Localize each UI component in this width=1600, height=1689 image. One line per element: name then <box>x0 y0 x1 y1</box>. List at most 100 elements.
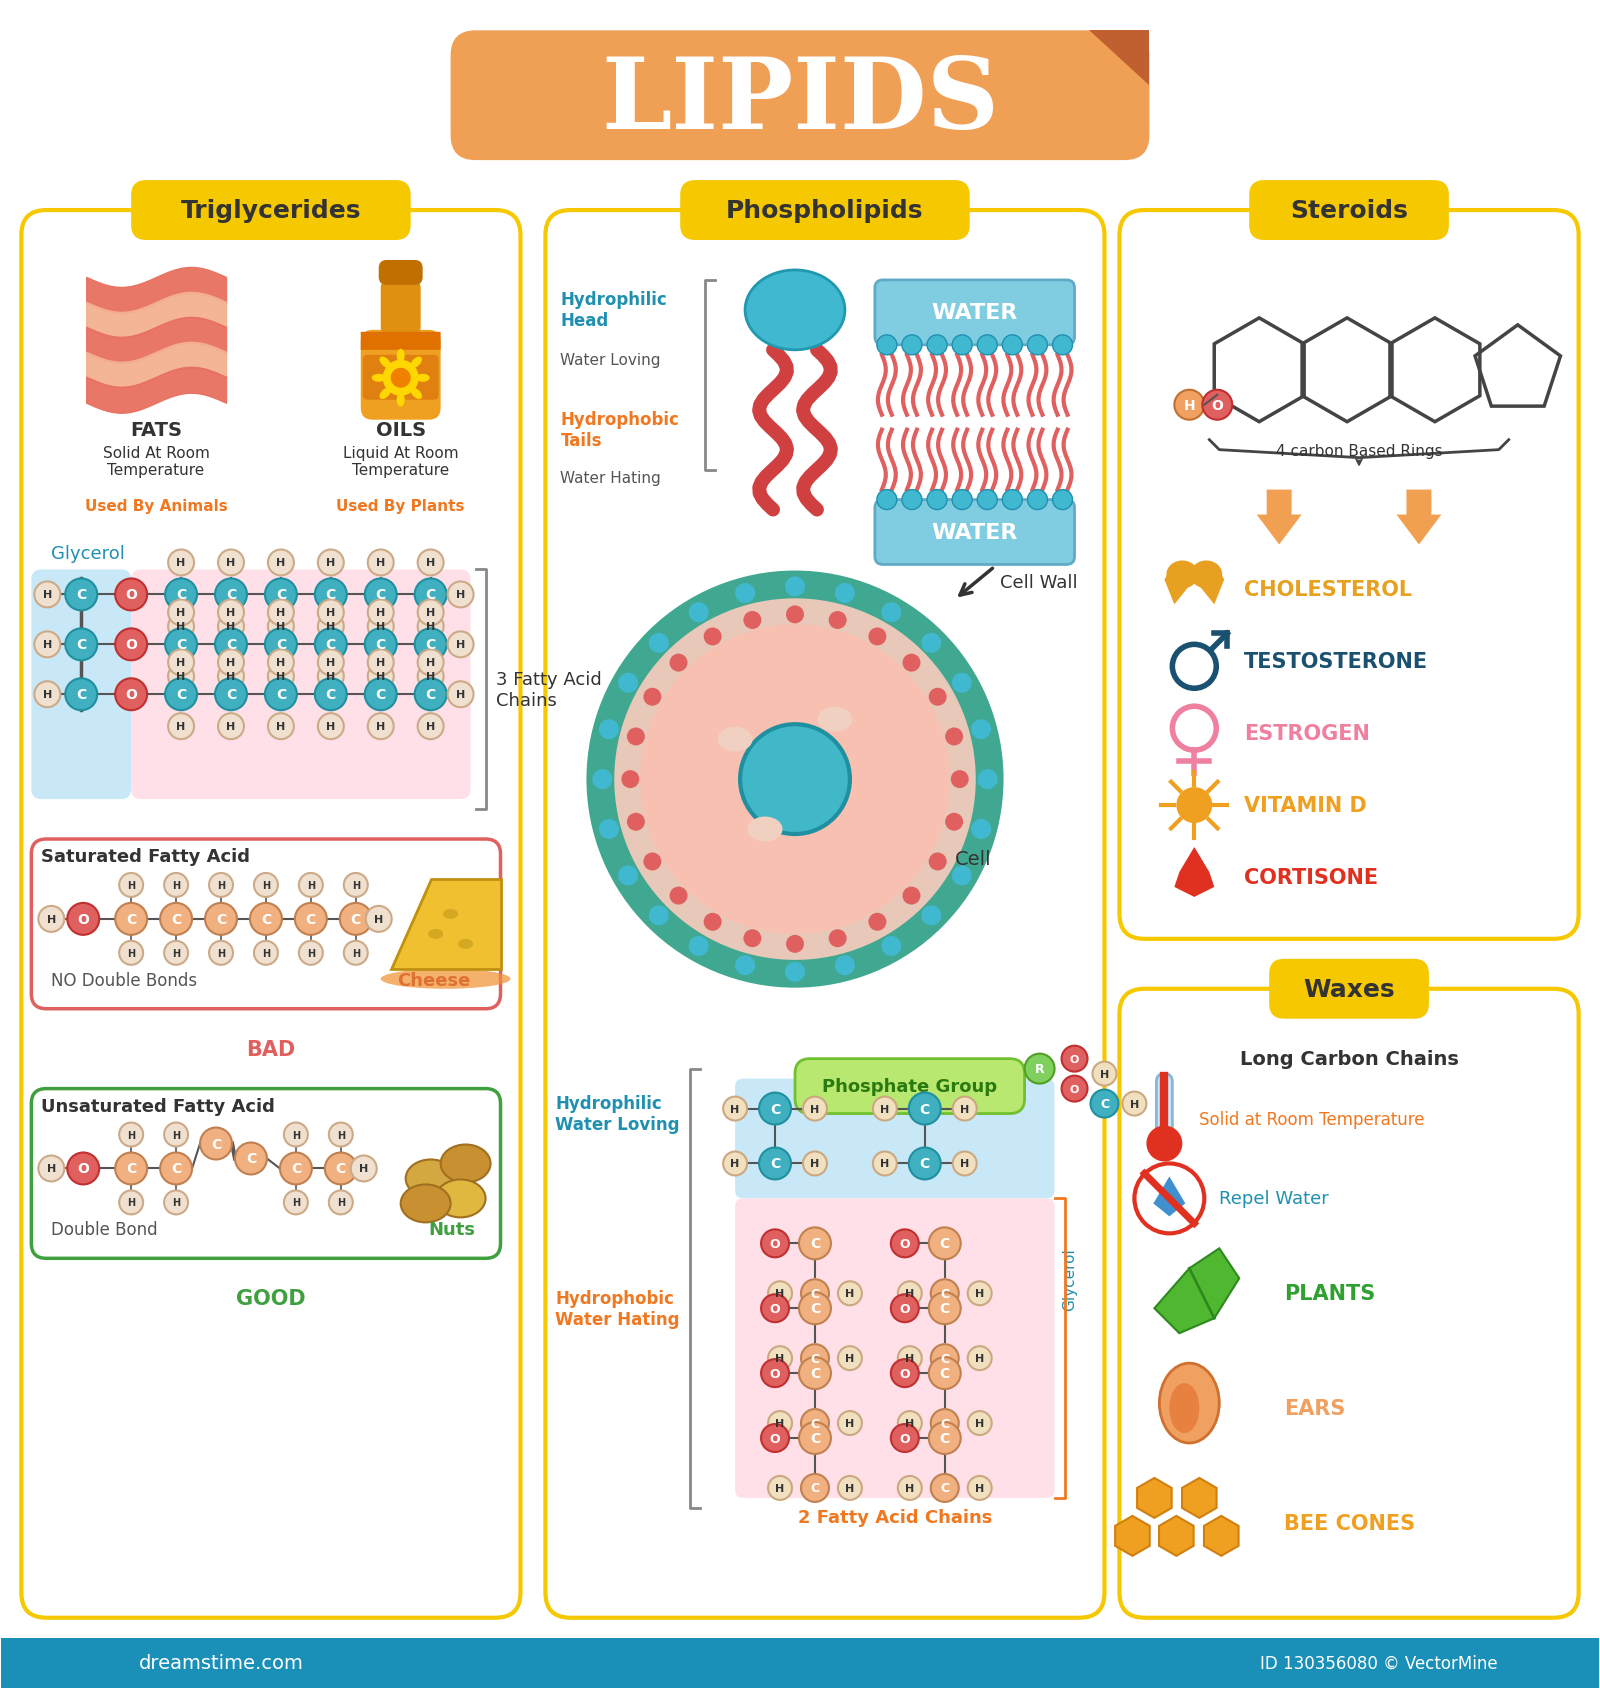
Circle shape <box>365 679 397 711</box>
Text: Double Bond: Double Bond <box>51 1221 158 1238</box>
Circle shape <box>325 1154 357 1184</box>
Circle shape <box>1053 336 1072 356</box>
FancyArrow shape <box>1256 490 1302 546</box>
Circle shape <box>448 583 474 608</box>
Circle shape <box>115 679 147 711</box>
Circle shape <box>330 1191 352 1214</box>
Circle shape <box>118 1123 142 1147</box>
Text: GOOD: GOOD <box>237 1289 306 1309</box>
Circle shape <box>368 551 394 576</box>
FancyBboxPatch shape <box>546 211 1104 1618</box>
Text: H: H <box>426 608 435 618</box>
Circle shape <box>835 956 854 976</box>
Circle shape <box>254 873 278 897</box>
Circle shape <box>1134 1164 1205 1233</box>
Circle shape <box>368 664 394 689</box>
Circle shape <box>214 679 246 711</box>
Circle shape <box>165 1123 189 1147</box>
Circle shape <box>1027 336 1048 356</box>
Text: C: C <box>246 1152 256 1165</box>
Circle shape <box>869 628 886 647</box>
Circle shape <box>902 654 920 672</box>
Text: H: H <box>376 622 386 632</box>
Circle shape <box>1027 490 1048 510</box>
Circle shape <box>877 336 898 356</box>
Circle shape <box>922 905 941 926</box>
Circle shape <box>688 936 709 956</box>
Circle shape <box>280 1154 312 1184</box>
Text: H: H <box>277 557 285 568</box>
Circle shape <box>877 490 898 510</box>
Text: C: C <box>810 1302 821 1316</box>
Circle shape <box>928 1422 960 1454</box>
Text: C: C <box>426 638 435 652</box>
Text: 4 carbon Based Rings: 4 carbon Based Rings <box>1275 444 1442 458</box>
Text: Cheese: Cheese <box>397 971 470 990</box>
Text: H: H <box>326 672 336 682</box>
Text: C: C <box>376 687 386 703</box>
Text: H: H <box>426 659 435 667</box>
Circle shape <box>168 551 194 576</box>
FancyArrow shape <box>1397 490 1442 546</box>
Text: H: H <box>352 880 360 890</box>
Text: TESTOSTERONE: TESTOSTERONE <box>1245 652 1429 672</box>
Circle shape <box>621 770 640 789</box>
Circle shape <box>318 650 344 676</box>
Ellipse shape <box>1166 561 1198 589</box>
Text: 2 Fatty Acid Chains: 2 Fatty Acid Chains <box>798 1508 992 1525</box>
Text: C: C <box>920 1101 930 1116</box>
Circle shape <box>898 1282 922 1306</box>
Text: VITAMIN D: VITAMIN D <box>1245 796 1366 816</box>
Text: H: H <box>173 880 181 890</box>
Circle shape <box>267 650 294 676</box>
Text: Used By Plants: Used By Plants <box>336 498 466 513</box>
Text: Unsaturated Fatty Acid: Unsaturated Fatty Acid <box>42 1096 275 1115</box>
Text: H: H <box>277 721 285 731</box>
Text: C: C <box>275 687 286 703</box>
Circle shape <box>803 1096 827 1121</box>
Circle shape <box>1123 1093 1146 1116</box>
Circle shape <box>829 929 846 948</box>
Circle shape <box>168 664 194 689</box>
Circle shape <box>418 615 443 640</box>
Text: H: H <box>46 1164 56 1174</box>
Circle shape <box>418 714 443 740</box>
Circle shape <box>891 1294 918 1322</box>
Text: H: H <box>277 622 285 632</box>
Text: H: H <box>960 1159 970 1169</box>
Circle shape <box>928 689 947 706</box>
Circle shape <box>643 689 661 706</box>
Circle shape <box>688 603 709 623</box>
Text: C: C <box>810 1236 821 1250</box>
Text: Hydrophilic
Water Loving: Hydrophilic Water Loving <box>555 1094 680 1133</box>
Circle shape <box>768 1346 792 1370</box>
Circle shape <box>741 725 850 834</box>
Circle shape <box>315 579 347 611</box>
Text: H: H <box>731 1159 739 1169</box>
Text: H: H <box>776 1353 784 1363</box>
Text: H: H <box>906 1419 915 1429</box>
Text: H: H <box>974 1483 984 1493</box>
Circle shape <box>115 579 147 611</box>
Text: C: C <box>326 588 336 601</box>
FancyBboxPatch shape <box>1250 181 1450 242</box>
Circle shape <box>118 873 142 897</box>
Ellipse shape <box>397 350 405 363</box>
Circle shape <box>118 1191 142 1214</box>
Circle shape <box>762 1230 789 1258</box>
Circle shape <box>798 1422 830 1454</box>
Polygon shape <box>1174 848 1214 897</box>
Circle shape <box>365 579 397 611</box>
Circle shape <box>318 551 344 576</box>
Text: H: H <box>226 622 235 632</box>
Text: C: C <box>306 912 315 926</box>
Text: Phosphate Group: Phosphate Group <box>822 1078 997 1094</box>
Text: H: H <box>376 672 386 682</box>
Circle shape <box>968 1346 992 1370</box>
Text: C: C <box>941 1351 949 1365</box>
Circle shape <box>1053 490 1072 510</box>
Text: H: H <box>880 1105 890 1115</box>
Circle shape <box>1002 336 1022 356</box>
Polygon shape <box>1165 566 1224 605</box>
Circle shape <box>283 1123 307 1147</box>
